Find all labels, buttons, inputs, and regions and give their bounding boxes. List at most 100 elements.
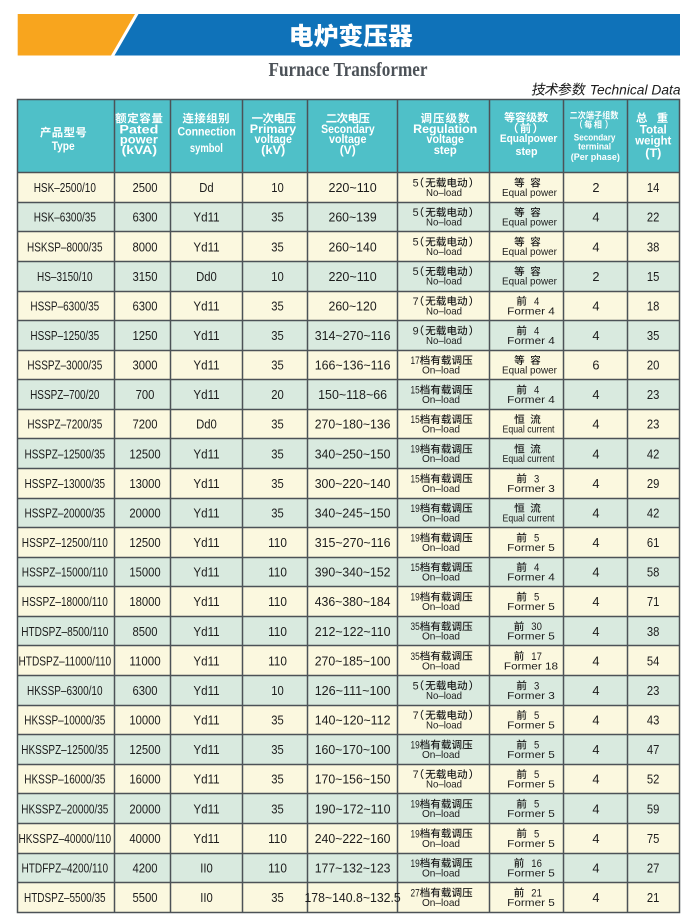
- svg-text:177~132~123: 177~132~123: [315, 860, 391, 875]
- svg-text:Former 4: Former 4: [507, 306, 555, 317]
- svg-text:Yd11: Yd11: [193, 653, 219, 668]
- svg-text:17: 17: [531, 651, 542, 663]
- svg-text:On–load: On–load: [422, 839, 460, 850]
- svg-text:Pated: Pated: [119, 122, 158, 136]
- svg-text:Former 5: Former 5: [507, 720, 555, 731]
- svg-text:Former 5: Former 5: [507, 602, 555, 613]
- svg-text:35: 35: [271, 239, 284, 254]
- svg-text:Equal power: Equal power: [502, 218, 557, 229]
- svg-text:35: 35: [411, 651, 420, 663]
- svg-text:7: 7: [413, 769, 419, 781]
- svg-text:71: 71: [647, 594, 660, 609]
- svg-text:4: 4: [592, 535, 599, 550]
- svg-text:160~170~100: 160~170~100: [315, 742, 391, 757]
- svg-text:220~110: 220~110: [329, 180, 377, 195]
- svg-text:110: 110: [268, 860, 287, 875]
- svg-text:7: 7: [413, 296, 419, 308]
- svg-text:54: 54: [647, 653, 660, 668]
- svg-text:No–load: No–load: [426, 218, 462, 229]
- svg-text:Connection: Connection: [177, 125, 235, 139]
- svg-text:4: 4: [592, 772, 599, 787]
- svg-text:Dd0: Dd0: [196, 269, 217, 284]
- svg-text:3: 3: [534, 473, 539, 485]
- svg-text:Primary: Primary: [250, 122, 297, 136]
- svg-text:Yd11: Yd11: [193, 801, 219, 816]
- svg-text:(kV): (kV): [261, 143, 285, 157]
- svg-text:19: 19: [411, 532, 420, 544]
- svg-text:HSK–6300/35: HSK–6300/35: [34, 210, 96, 225]
- svg-text:260~140: 260~140: [329, 239, 377, 254]
- svg-text:35: 35: [271, 801, 284, 816]
- svg-text:(T): (T): [645, 146, 661, 160]
- svg-text:8000: 8000: [132, 239, 157, 254]
- svg-text:On–load: On–load: [422, 365, 460, 376]
- svg-text:166~136~116: 166~136~116: [315, 358, 391, 373]
- svg-text:390~340~152: 390~340~152: [315, 565, 391, 580]
- svg-text:No–load: No–load: [426, 247, 462, 258]
- svg-text:35: 35: [271, 358, 284, 373]
- svg-text:5: 5: [534, 828, 539, 840]
- svg-text:HSSP–6300/35: HSSP–6300/35: [30, 298, 99, 313]
- svg-text:35: 35: [271, 210, 284, 225]
- svg-text:(V): (V): [340, 143, 356, 157]
- svg-text:19: 19: [411, 503, 420, 515]
- svg-text:On–load: On–load: [422, 573, 460, 584]
- svg-text:110: 110: [268, 653, 287, 668]
- svg-text:On–load: On–load: [422, 395, 460, 406]
- svg-text:HSK–2500/10: HSK–2500/10: [34, 180, 96, 195]
- svg-text:Total: Total: [640, 123, 667, 137]
- svg-text:On–load: On–load: [422, 898, 460, 909]
- svg-text:Former 5: Former 5: [507, 750, 555, 761]
- svg-text:On–load: On–load: [422, 750, 460, 761]
- svg-text:No–load: No–load: [426, 188, 462, 199]
- svg-text:6300: 6300: [132, 298, 157, 313]
- svg-text:Former 4: Former 4: [507, 395, 555, 406]
- svg-text:270~185~100: 270~185~100: [315, 653, 391, 668]
- svg-text:Former 5: Former 5: [507, 632, 555, 643]
- svg-text:HSSPZ–15000/110: HSSPZ–15000/110: [22, 565, 108, 580]
- svg-text:212~122~110: 212~122~110: [315, 624, 391, 639]
- svg-text:power: power: [120, 133, 158, 147]
- svg-text:6300: 6300: [132, 683, 157, 698]
- svg-text:10: 10: [271, 269, 284, 284]
- svg-text:18000: 18000: [129, 594, 160, 609]
- svg-text:12500: 12500: [129, 446, 160, 461]
- svg-text:HTDFPZ–4200/110: HTDFPZ–4200/110: [22, 860, 109, 875]
- svg-text:Yd11: Yd11: [193, 358, 219, 373]
- svg-text:4: 4: [592, 505, 599, 520]
- svg-text:HSSPZ–700/20: HSSPZ–700/20: [30, 387, 99, 402]
- svg-text:4: 4: [534, 296, 539, 308]
- svg-text:4: 4: [592, 624, 599, 639]
- svg-text:22: 22: [647, 210, 660, 225]
- svg-text:Former 5: Former 5: [507, 780, 555, 791]
- svg-text:75: 75: [647, 831, 660, 846]
- svg-text:140~120~112: 140~120~112: [315, 713, 391, 728]
- svg-text:15: 15: [411, 473, 420, 485]
- svg-text:Yd11: Yd11: [193, 713, 219, 728]
- svg-text:Yd11: Yd11: [193, 476, 219, 491]
- svg-text:35: 35: [647, 328, 660, 343]
- svg-text:436~380~184: 436~380~184: [315, 594, 391, 609]
- svg-text:HSKSP–8000/35: HSKSP–8000/35: [27, 239, 103, 254]
- svg-text:16: 16: [531, 858, 542, 870]
- svg-text:Former 5: Former 5: [507, 543, 555, 554]
- svg-text:30: 30: [531, 621, 542, 633]
- svg-text:314~270~116: 314~270~116: [315, 328, 391, 343]
- svg-text:20000: 20000: [129, 801, 160, 816]
- svg-text:Secondary: Secondary: [321, 122, 375, 136]
- svg-text:4: 4: [592, 417, 599, 432]
- svg-text:13000: 13000: [129, 476, 160, 491]
- svg-text:12500: 12500: [129, 742, 160, 757]
- svg-text:7200: 7200: [132, 417, 157, 432]
- svg-text:3: 3: [534, 680, 539, 692]
- svg-text:On–load: On–load: [422, 661, 460, 672]
- svg-text:4: 4: [592, 890, 599, 905]
- svg-text:5: 5: [534, 769, 539, 781]
- svg-text:35: 35: [271, 476, 284, 491]
- svg-text:700: 700: [136, 387, 155, 402]
- svg-text:270~180~136: 270~180~136: [315, 417, 391, 432]
- svg-text:4: 4: [592, 239, 599, 254]
- svg-text:4: 4: [592, 446, 599, 461]
- svg-text:178~140.8~132.5: 178~140.8~132.5: [304, 890, 400, 905]
- svg-text:1250: 1250: [132, 328, 157, 343]
